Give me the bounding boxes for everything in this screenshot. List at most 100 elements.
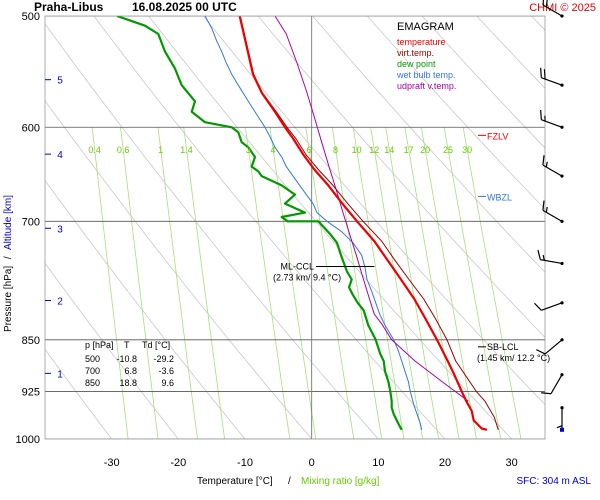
pressure-tick-label: 1000	[16, 434, 40, 446]
wind-barb-station	[560, 338, 564, 342]
station-name: Praha-Libus	[34, 0, 104, 14]
altitude-tick-label: 4	[57, 150, 63, 161]
x-axis-label-mixing-ratio: Mixing ratio [g/kg]	[301, 476, 380, 487]
dry-adiabat	[148, 16, 512, 439]
legend-wet-bulb: wet bulb temp.	[396, 70, 456, 80]
temperature-tick-label: 0	[309, 457, 315, 469]
altitude-tick-label: 5	[57, 76, 63, 87]
series-line-wet-bulb-temp	[204, 16, 423, 430]
wind-barb	[534, 301, 564, 311]
altitude-tick-label: 1	[57, 369, 63, 380]
ccl-title: ML-CCL	[280, 261, 314, 271]
wind-barb-flag	[540, 67, 542, 78]
wind-barb-station	[560, 125, 564, 129]
wind-barb-station	[560, 373, 564, 377]
pressure-tick-label: 925	[22, 386, 40, 398]
mixing-ratio-line	[462, 127, 522, 439]
wind-barb	[542, 0, 564, 18]
wind-barb	[540, 109, 564, 129]
wind-barb-station	[560, 83, 564, 87]
mixing-ratio-line	[245, 127, 291, 439]
wind-barb-half	[544, 115, 546, 122]
wind-barb-flag	[541, 392, 552, 395]
wind-barb-staff	[542, 209, 563, 222]
wind-barb	[541, 373, 564, 395]
dry-adiabat	[45, 179, 246, 439]
table-header-p: p [hPa]	[85, 340, 114, 350]
svg-text:Pressure [hPa] / A: Pressure [hPa] / Altitude [km]	[3, 195, 14, 332]
wind-barb-half	[545, 206, 548, 213]
y-axis-title: Pressure [hPa] / Altitude [km]	[3, 195, 14, 332]
legend-virtual-temperature: virt.temp.	[397, 48, 434, 58]
y-axis-label-altitude: Altitude [km]	[3, 195, 14, 250]
pressure-tick-label: 700	[22, 216, 40, 228]
table-cell: -3.6	[158, 366, 174, 376]
wind-barb	[556, 406, 564, 430]
wind-barb-half	[556, 425, 563, 429]
wind-barb-station	[560, 301, 564, 305]
wind-barb-flag	[542, 155, 545, 166]
mixing-ratio-label: 8	[333, 145, 338, 155]
dry-adiabat	[421, 16, 545, 149]
mixing-ratio-label: 14	[384, 145, 394, 155]
legend-temperature: temperature	[397, 37, 446, 47]
sounding-table: p [hPa] T Td [°C] 500 -10.8 -29.2 700 6.…	[85, 340, 174, 388]
mixing-ratio-label: 3	[246, 145, 251, 155]
mixing-ratio-label: 0.4	[88, 145, 101, 155]
wind-barb-staff	[542, 164, 563, 177]
wind-barb-station	[560, 219, 564, 223]
wind-barb-station	[560, 406, 564, 410]
mixing-ratio-label: 10	[352, 145, 362, 155]
wind-barb-staff	[544, 339, 563, 355]
wind-barb	[542, 200, 564, 223]
mixing-ratio-line	[157, 127, 198, 439]
mixing-ratio-label: 0.6	[117, 145, 130, 155]
mixing-ratio-label: 30	[462, 145, 472, 155]
series-layer	[116, 16, 499, 431]
table-header-td: Td [°C]	[142, 340, 170, 350]
mixing-ratio-line	[443, 127, 502, 439]
mixing-ratio-line	[370, 127, 423, 439]
sfc-label: SFC: 304 m ASL	[517, 476, 592, 487]
wind-barb-flag	[540, 109, 542, 120]
mixing-ratio-label: 1	[158, 145, 163, 155]
table-cell: 700	[85, 366, 100, 376]
series-line-udpraft-v-temp	[274, 16, 469, 402]
pressure-tick-label: 850	[22, 335, 40, 347]
table-cell: -29.2	[153, 354, 174, 364]
wind-barb-staff	[541, 119, 563, 128]
mixing-ratio-label: 1.4	[180, 145, 193, 155]
pressure-tick-label: 600	[22, 122, 40, 134]
lcl-title: SB-LCL	[487, 342, 519, 352]
series-line-dew-point	[116, 16, 403, 431]
table-cell: 850	[85, 378, 100, 388]
wind-barb-flag	[534, 302, 542, 311]
table-cell: 6.8	[124, 366, 137, 376]
temperature-tick-label: 20	[439, 457, 451, 469]
table-cell: 18.8	[119, 378, 137, 388]
temperature-tick-label: -10	[237, 457, 253, 469]
y-axis-separator: /	[3, 256, 14, 259]
dry-adiabat	[257, 16, 545, 339]
wind-barb-flag	[543, 69, 546, 80]
mixing-ratio-line	[331, 127, 383, 439]
dry-adiabat	[45, 348, 113, 439]
ccl-detail: (2.73 km/ 9.4 °C)	[273, 272, 341, 282]
dry-adiabat	[312, 16, 545, 273]
mixing-ratio-label: 25	[443, 145, 453, 155]
dry-adiabat	[476, 16, 545, 89]
credit: CHMI © 2025	[529, 2, 596, 14]
datetime: 16.08.2025 00 UTC	[132, 0, 237, 14]
wind-barb-station	[560, 174, 564, 178]
x-axis-separator: /	[288, 476, 291, 487]
dry-adiabat	[45, 262, 179, 439]
altitude-tick-label: 2	[57, 297, 63, 308]
wind-barb-flag	[542, 200, 545, 211]
x-axis-label-temperature: Temperature [°C]	[197, 476, 273, 487]
wind-barb-staff	[541, 77, 563, 86]
wind-barb-staff	[550, 374, 563, 395]
mixing-ratio-line	[352, 127, 405, 439]
dry-adiabat	[530, 16, 545, 31]
mixing-ratio-line	[404, 127, 460, 439]
dry-adiabat	[45, 23, 379, 439]
